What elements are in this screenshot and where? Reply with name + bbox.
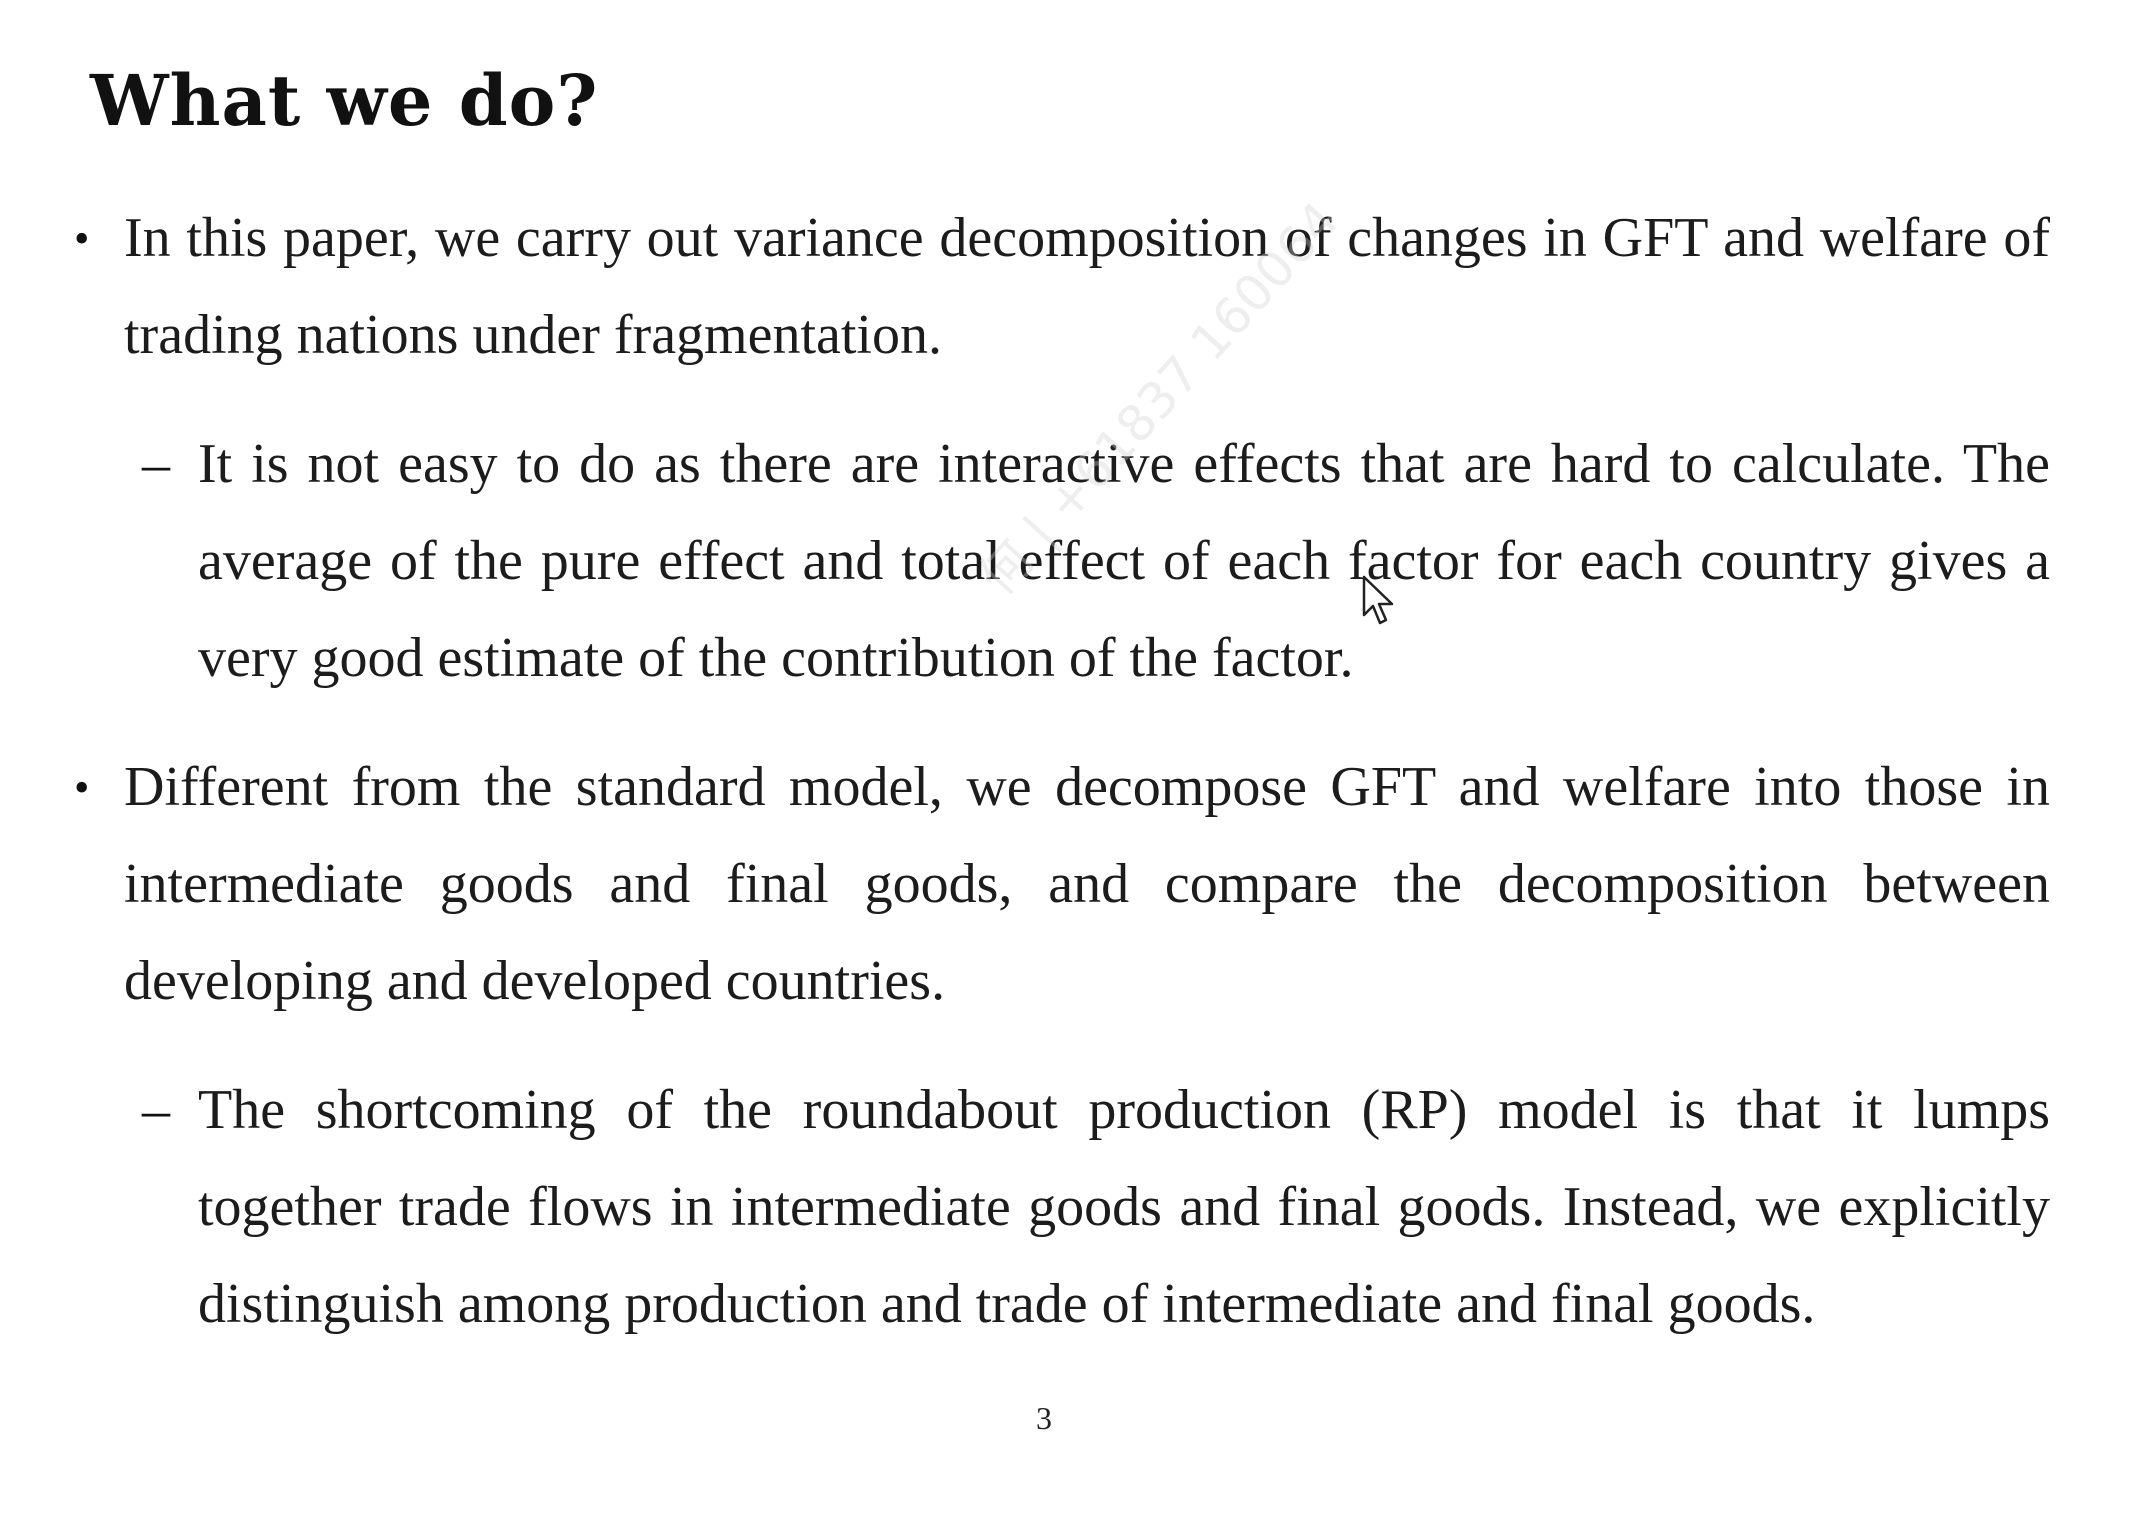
slide-content: • In this paper, we carry out variance d… bbox=[70, 190, 2050, 1353]
sub-item-1: – It is not easy to do as there are inte… bbox=[70, 416, 2050, 707]
slide-title: What we do? bbox=[90, 59, 599, 142]
bullet-marker: • bbox=[74, 763, 90, 812]
bullet-text: In this paper, we carry out variance dec… bbox=[124, 207, 2050, 366]
sub-item-text: The shortcoming of the roundabout produc… bbox=[198, 1079, 2050, 1335]
dash-marker: – bbox=[142, 1079, 170, 1141]
mouse-pointer-icon bbox=[1362, 575, 1394, 625]
bullet-marker: • bbox=[74, 214, 90, 263]
bullet-item-2: • Different from the standard model, we … bbox=[70, 739, 2050, 1030]
page-number: 3 bbox=[1036, 1400, 1052, 1436]
dash-marker: – bbox=[142, 433, 170, 495]
bullet-item-1: • In this paper, we carry out variance d… bbox=[70, 190, 2050, 384]
sub-item-text: It is not easy to do as there are intera… bbox=[198, 433, 2050, 689]
bullet-text: Different from the standard model, we de… bbox=[124, 756, 2050, 1012]
sub-item-2: – The shortcoming of the roundabout prod… bbox=[70, 1062, 2050, 1353]
